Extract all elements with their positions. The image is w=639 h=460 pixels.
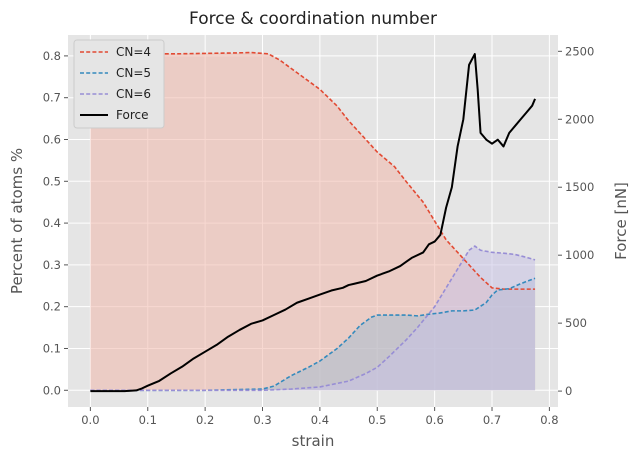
x-tick-label: 0.2 — [196, 413, 214, 427]
y-tick-label: 0.8 — [43, 49, 61, 63]
y-tick-label: 0.2 — [43, 300, 61, 314]
series-line-cn4 — [90, 51, 536, 290]
y-tick-label: 0.5 — [43, 174, 61, 188]
series-fill-cn6 — [90, 246, 536, 391]
x-tick-label: 0.7 — [483, 413, 501, 427]
series-line-cn6 — [90, 245, 536, 392]
y2-tick-label: 2500 — [565, 44, 594, 58]
y-tick-label: 0.7 — [43, 91, 61, 105]
y2-tick-label: 0 — [565, 384, 572, 398]
x-tick-label: 0.0 — [81, 413, 99, 427]
x-tick-label: 0.6 — [425, 413, 443, 427]
x-axis-label: strain — [292, 432, 335, 450]
y-tick-label: 0.4 — [43, 216, 61, 230]
y-tick-label: 0.1 — [43, 341, 61, 355]
y2-tick-label: 1000 — [565, 248, 594, 262]
y-axis-label: Percent of atoms % — [8, 148, 26, 294]
series-lines — [90, 51, 536, 393]
y-tick-label: 0.6 — [43, 132, 61, 146]
y2-tick-label: 2000 — [565, 112, 594, 126]
series-fill-cn4 — [90, 52, 536, 391]
series-line-cn5 — [90, 277, 536, 392]
x-tick-label: 0.1 — [139, 413, 157, 427]
legend-box — [73, 39, 165, 129]
series-fills — [90, 52, 536, 391]
y2-axis-label: Force [nN] — [612, 182, 630, 260]
x-tick-label: 0.5 — [368, 413, 386, 427]
ticks: 0.0 0.1 0.2 0.3 0.4 0.5 0.6 0.7 0.8 0.0 0.1 0.2 0.3 0… — [43, 44, 595, 427]
y2-tick-label: 500 — [565, 316, 587, 330]
y-tick-label: 0.3 — [43, 258, 61, 272]
y2-tick-label: 1500 — [565, 180, 594, 194]
series-line-force — [90, 53, 536, 393]
x-tick-label: 0.8 — [540, 413, 558, 427]
y-tick-label: 0.0 — [43, 383, 61, 397]
chart-title: Force & coordination number — [189, 9, 437, 29]
x-tick-label: 0.4 — [311, 413, 329, 427]
legend-label-force: Force — [116, 108, 148, 122]
legend-label-cn5: CN=5 — [116, 66, 151, 80]
legend-label-cn4: CN=4 — [116, 45, 151, 59]
legend: CN=4 CN=5 CN=6 Force — [73, 39, 165, 129]
legend-label-cn6: CN=6 — [116, 87, 151, 101]
x-tick-label: 0.3 — [253, 413, 271, 427]
